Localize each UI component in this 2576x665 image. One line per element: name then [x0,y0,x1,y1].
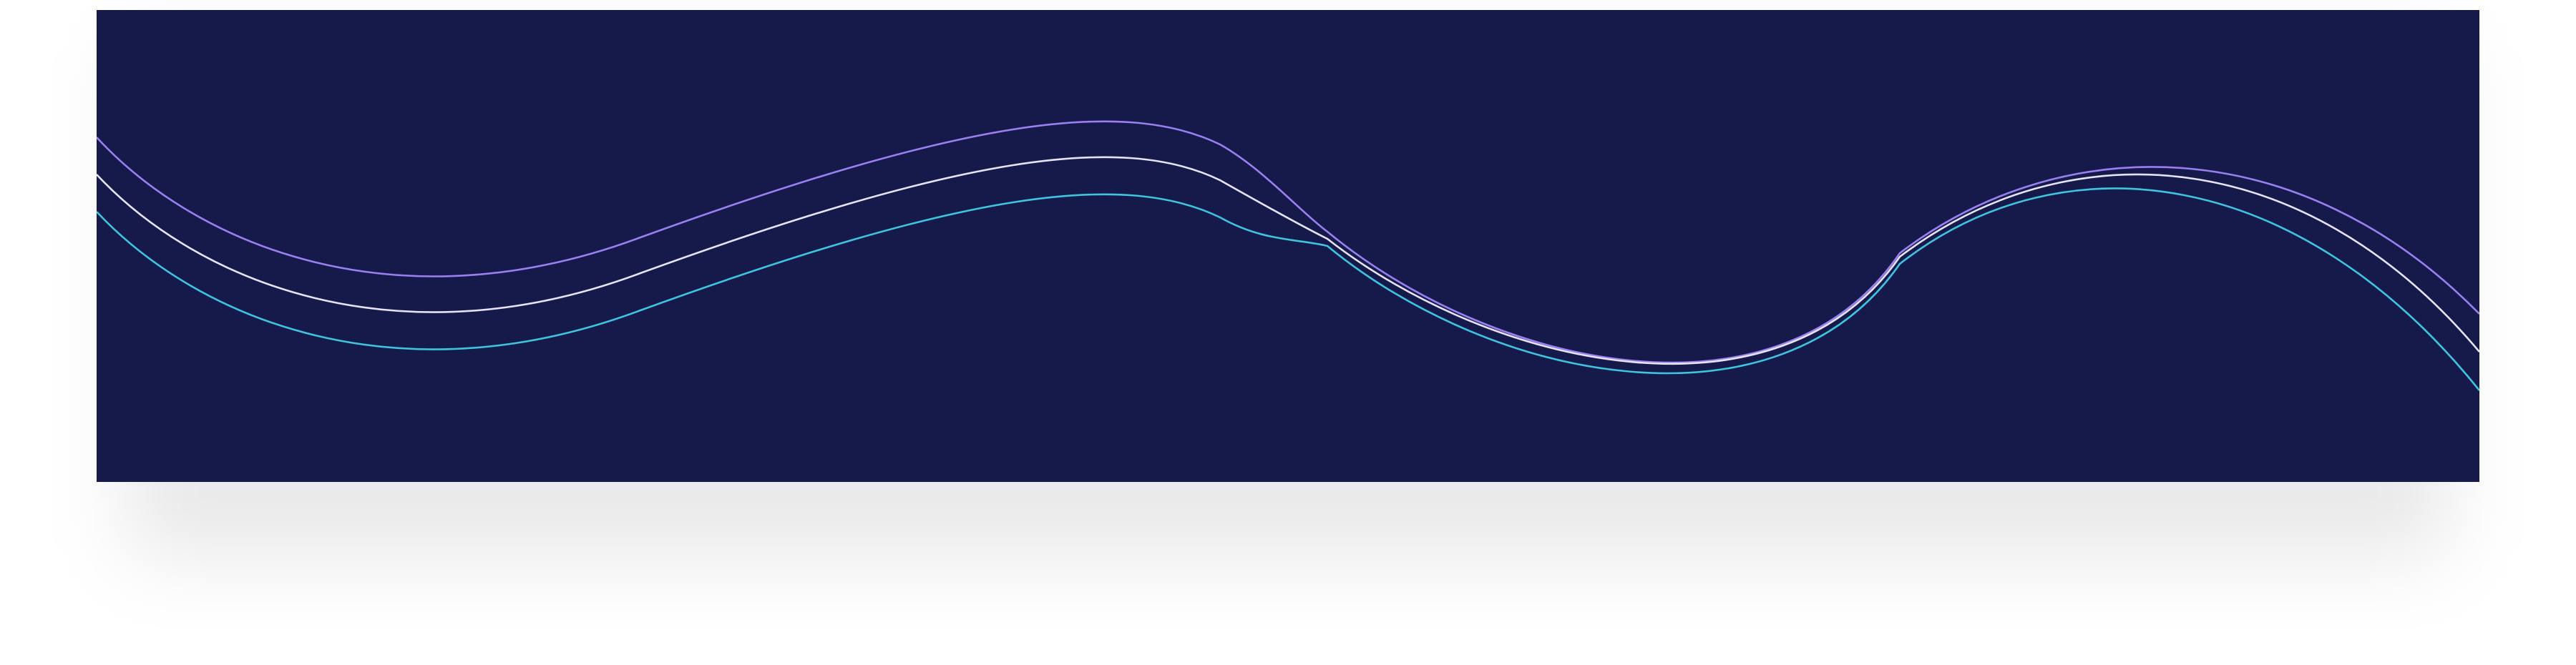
wave-line-violet [97,120,2479,364]
wave-graphic [97,10,2479,482]
banner-background [97,10,2479,482]
wave-line-white [97,156,2479,365]
wave-banner [97,10,2479,482]
wave-line-cyan [97,187,2479,391]
